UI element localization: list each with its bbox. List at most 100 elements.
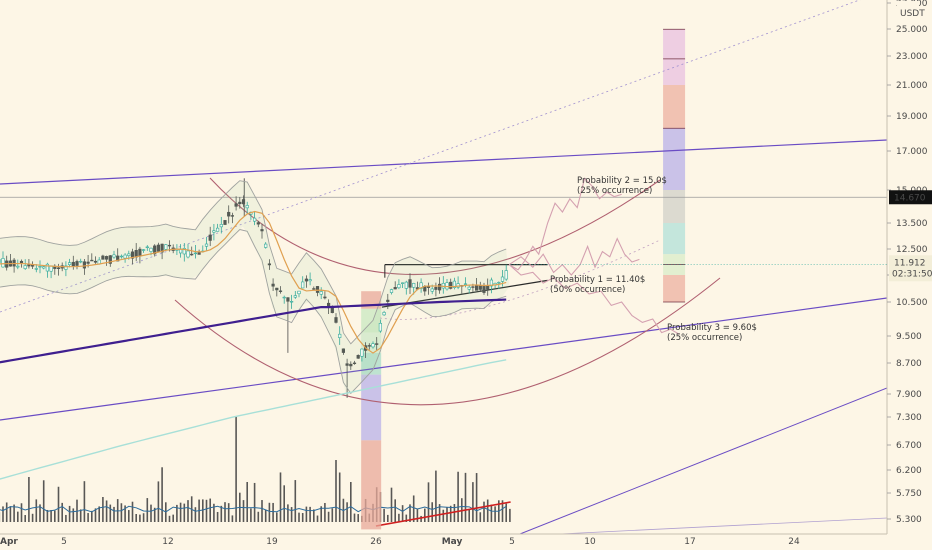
candle-body xyxy=(334,317,338,323)
candle-body xyxy=(156,244,161,252)
volume-bar xyxy=(431,502,433,522)
volume-bar xyxy=(468,509,470,522)
ema-long-line xyxy=(0,359,507,480)
volume-bar xyxy=(435,470,437,522)
candle-body xyxy=(1,258,5,268)
volume-bar xyxy=(276,512,278,522)
volume-bar xyxy=(172,514,174,522)
time-tick-label: 12 xyxy=(162,537,173,547)
volume-bar xyxy=(494,506,496,522)
time-axis-background xyxy=(0,534,932,550)
candle-body xyxy=(108,255,112,264)
volume-bar xyxy=(153,507,156,522)
volume-bar xyxy=(464,472,467,522)
candle-body xyxy=(116,255,120,262)
candle-body xyxy=(234,203,238,207)
candle-body xyxy=(19,260,24,264)
volume-bar xyxy=(298,512,300,522)
volume-average-line xyxy=(0,505,507,513)
volume-bar xyxy=(390,487,393,522)
volume-bar xyxy=(5,502,8,522)
volume-bar xyxy=(313,509,315,522)
candle-body xyxy=(378,323,383,332)
volume-bar xyxy=(490,504,493,522)
candle-body xyxy=(434,287,438,290)
volume-layer xyxy=(0,417,511,527)
volume-bar xyxy=(54,510,56,522)
volume-bar xyxy=(142,513,145,522)
candle-body xyxy=(400,282,405,284)
candle-body xyxy=(312,288,316,290)
candle-body xyxy=(186,250,190,258)
candle-body xyxy=(223,220,227,225)
candle-body xyxy=(101,255,105,260)
candle-body xyxy=(112,254,116,258)
candle-body xyxy=(297,290,301,295)
price-tick-label: 12.500 xyxy=(896,245,928,255)
volume-bar xyxy=(68,505,71,522)
volume-bar xyxy=(28,477,30,522)
probability-3-note: (25% occurrence) xyxy=(667,333,742,343)
volume-bar xyxy=(157,481,160,522)
upper-channel-line xyxy=(0,139,887,185)
volume-bar xyxy=(42,480,45,522)
candle-body xyxy=(326,302,331,307)
price-axis[interactable]: 27.00025.00023.00021.00019.00017.00015.0… xyxy=(510,0,932,534)
candle-body xyxy=(308,279,312,282)
price-tick-label: 7.900 xyxy=(896,390,922,400)
volume-bar xyxy=(2,506,4,522)
last-price-value: 11.912 xyxy=(894,258,926,268)
bollinger-lower-band xyxy=(0,229,507,395)
volume-bar xyxy=(20,503,23,522)
position-box-may xyxy=(663,85,686,129)
candle-body xyxy=(105,256,109,260)
candle-body xyxy=(304,278,309,282)
candle-body xyxy=(497,282,501,284)
candle-body xyxy=(38,265,42,268)
candle-body xyxy=(190,253,194,256)
projection-path-3 xyxy=(508,264,680,335)
volume-bar xyxy=(9,506,12,522)
volume-bar xyxy=(120,503,123,522)
volume-bar xyxy=(427,482,430,522)
candle-body xyxy=(90,259,94,262)
volume-bar xyxy=(331,508,334,522)
volume-bar xyxy=(61,502,63,522)
candle-body xyxy=(345,363,349,366)
volume-bar xyxy=(409,504,411,522)
reference-price-value: 14.670 xyxy=(894,193,926,203)
price-tick-label: 17.000 xyxy=(896,147,928,157)
candle-body xyxy=(227,211,231,217)
volume-bar xyxy=(202,499,204,522)
volume-bar xyxy=(301,513,304,522)
time-axis[interactable]: Apr 5 12 19 26 May 5 10 17 24 xyxy=(0,533,932,550)
price-tick-label: 5.750 xyxy=(896,489,922,499)
countdown-timer: 02:31:50 xyxy=(892,269,932,279)
candle-body xyxy=(208,234,212,241)
price-tick-label: 9.500 xyxy=(896,332,922,342)
price-tick-label: 23.000 xyxy=(896,52,928,62)
candle-body xyxy=(0,259,1,263)
position-box-may xyxy=(663,190,686,223)
candle-body xyxy=(412,283,416,288)
probability-2-note: (50% occurrence) xyxy=(550,285,625,295)
volume-bar xyxy=(446,507,448,522)
lower-channel-line xyxy=(0,297,887,421)
volume-bar xyxy=(357,514,359,522)
volume-bar xyxy=(261,500,263,522)
candle-body xyxy=(430,288,434,292)
candle-body xyxy=(500,276,505,282)
volume-bar xyxy=(168,515,171,522)
volume-bar xyxy=(17,511,19,522)
candle-body xyxy=(371,343,375,348)
volume-bar xyxy=(139,514,141,522)
volume-bar xyxy=(268,502,271,522)
candle-body xyxy=(160,243,164,253)
volume-bar xyxy=(287,504,289,522)
candle-body xyxy=(264,243,268,248)
volume-bar xyxy=(39,504,41,522)
volume-bar xyxy=(57,486,60,522)
time-tick-label: 5 xyxy=(61,537,67,547)
